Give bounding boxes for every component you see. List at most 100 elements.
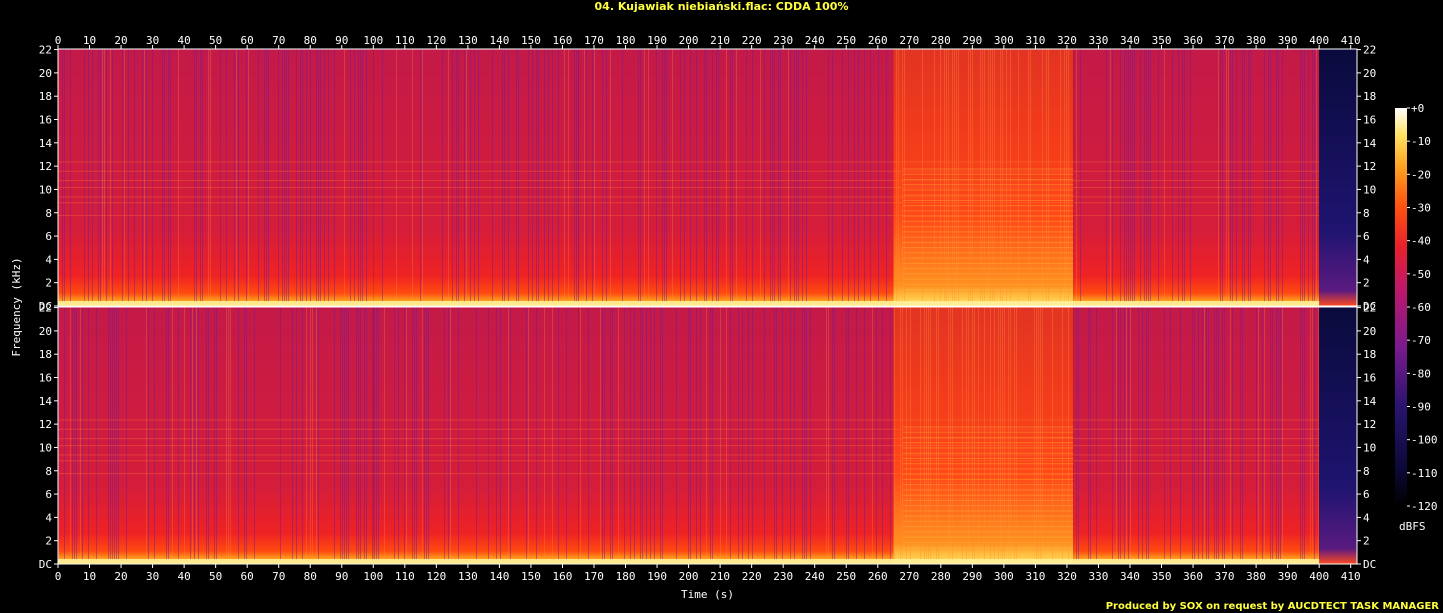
x-tick-label-bottom: 220 [742,570,762,583]
y-tick-label-left: 18 [39,90,52,103]
x-tick-label-top: 290 [962,34,982,47]
channel-panel-2 [57,306,1358,565]
x-tick-label-bottom: 30 [146,570,159,583]
plot-frame [57,306,1358,565]
y-tick-label-left: 18 [39,348,52,361]
y-tick-label-right: 14 [1363,137,1377,150]
spectrum-segment [578,307,894,564]
y-tick-label-left: 14 [39,395,53,408]
x-tick-label-top: 270 [899,34,919,47]
y-tick-label-left: 16 [39,114,52,127]
x-tick-label-top: 80 [304,34,317,47]
y-tick-label-right: 18 [1363,90,1376,103]
x-axis-label: Time (s) [681,588,734,601]
y-tick-label-right: 2 [1363,535,1370,548]
x-tick-label-bottom: 90 [335,570,348,583]
colorbar-tick-label: -80 [1411,367,1431,380]
x-tick-label-top: 100 [363,34,383,47]
x-tick-label-bottom: 230 [773,570,793,583]
x-tick-label-bottom: 380 [1246,570,1266,583]
y-tick-label-left: 14 [39,137,53,150]
x-tick-label-top: 380 [1246,34,1266,47]
spectrum-segment [578,49,894,306]
x-tick-label-bottom: 270 [899,570,919,583]
x-tick-label-bottom: 250 [836,570,856,583]
x-tick-label-bottom: 260 [868,570,888,583]
y-tick-label-right: DC [1363,558,1376,571]
x-tick-label-top: 120 [426,34,446,47]
x-tick-label-top: 50 [209,34,222,47]
y-tick-label-right: 4 [1363,511,1370,524]
x-tick-label-top: 160 [553,34,573,47]
x-tick-label-bottom: 310 [1025,570,1045,583]
y-tick-label-right: 20 [1363,325,1376,338]
x-tick-label-bottom: 130 [458,570,478,583]
y-tick-label-left: 10 [39,183,52,196]
x-tick-label-bottom: 70 [272,570,285,583]
colorbar-tick-label: -50 [1411,268,1431,281]
y-tick-label-left: 22 [39,302,52,315]
spectrum-texture [58,49,1320,305]
x-tick-label-bottom: 330 [1089,570,1109,583]
y-tick-label-right: 6 [1363,488,1370,501]
channel-panel-1 [57,48,1358,307]
x-tick-label-bottom: 20 [114,570,127,583]
colorbar-tick-label: -40 [1411,235,1431,248]
colorbar-tick-label: -120 [1411,500,1438,513]
y-tick-label-right: 14 [1363,395,1377,408]
channel-plots [57,48,1358,565]
x-tick-label-top: 230 [773,34,793,47]
y-tick-label-right: 2 [1363,277,1370,290]
x-tick-label-top: 330 [1089,34,1109,47]
x-tick-label-top: 220 [742,34,762,47]
x-tick-label-top: 70 [272,34,285,47]
y-tick-label-left: 12 [39,160,52,173]
colorbar-tick-label: -60 [1411,301,1431,314]
y-tick-label-left: 2 [45,535,52,548]
y-tick-label-left: 4 [45,511,52,524]
x-tick-label-bottom: 40 [177,570,190,583]
spectrum-segment [373,307,579,564]
x-tick-label-top: 150 [521,34,541,47]
x-tick-label-bottom: 100 [363,570,383,583]
y-tick-label-left: 10 [39,441,52,454]
y-tick-label-right: 22 [1363,302,1376,315]
x-tick-label-bottom: 300 [994,570,1014,583]
x-tick-label-top: 360 [1183,34,1203,47]
x-tick-label-top: 400 [1309,34,1329,47]
y-tick-label-right: 20 [1363,67,1376,80]
x-tick-label-top: 110 [395,34,415,47]
x-tick-label-top: 410 [1341,34,1361,47]
y-tick-label-left: 6 [45,230,52,243]
colorbar: +0 -10 -20 -30 -40 -50 -60 -70 -80 -90 -100 -110 -12… [1395,102,1438,533]
spectrum-segment [893,307,1074,564]
y-tick-label-right: 16 [1363,372,1376,385]
x-tick-label-bottom: 390 [1278,570,1298,583]
colorbar-tick-label: -90 [1411,401,1431,414]
x-tick-label-top: 10 [83,34,96,47]
x-tick-label-top: 390 [1278,34,1298,47]
x-tick-label-top: 40 [177,34,190,47]
spectrum-segment [1319,49,1357,306]
y-tick-label-left: 8 [45,207,52,220]
colorbar-tick-label: -20 [1411,168,1431,181]
x-tick-label-top: 0 [55,34,62,47]
spectrum-segment [58,49,374,306]
y-tick-label-right: 18 [1363,348,1376,361]
y-tick-label-left: 12 [39,418,52,431]
y-tick-label-left: 22 [39,44,52,57]
x-tick-label-top: 310 [1025,34,1045,47]
y-tick-label-right: 16 [1363,114,1376,127]
y-tick-label-right: 12 [1363,418,1376,431]
colorbar-gradient [1395,108,1407,506]
x-tick-label-top: 60 [241,34,254,47]
y-tick-label-right: 8 [1363,465,1370,478]
colorbar-tick-label: -70 [1411,334,1431,347]
x-tick-label-bottom: 190 [647,570,667,583]
x-tick-label-bottom: 160 [553,570,573,583]
x-tick-label-top: 210 [710,34,730,47]
colorbar-tick-label: -110 [1411,467,1438,480]
x-tick-label-top: 130 [458,34,478,47]
x-tick-label-top: 260 [868,34,888,47]
x-tick-label-top: 320 [1057,34,1077,47]
